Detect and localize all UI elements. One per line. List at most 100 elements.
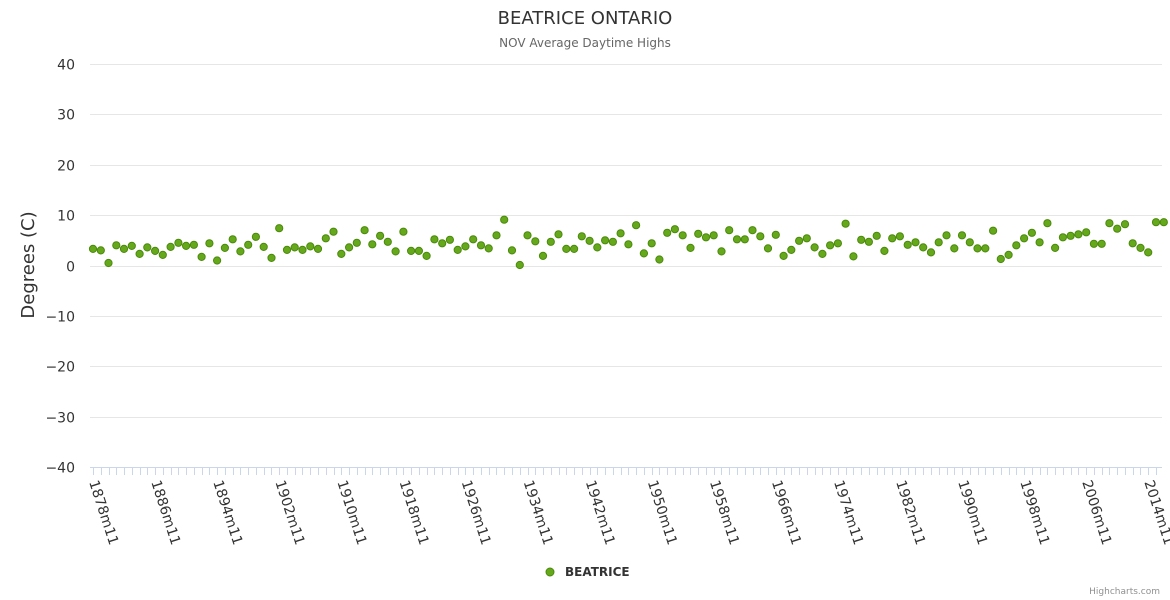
data-point[interactable]: [833, 239, 843, 248]
data-point[interactable]: [919, 243, 928, 252]
data-point[interactable]: [880, 246, 889, 255]
data-point[interactable]: [888, 234, 897, 243]
data-point[interactable]: [957, 231, 967, 240]
data-point[interactable]: [841, 219, 850, 228]
data-point[interactable]: [275, 224, 284, 233]
data-point[interactable]: [826, 241, 835, 250]
data-point[interactable]: [748, 226, 757, 235]
data-point[interactable]: [942, 231, 951, 240]
data-point[interactable]: [1066, 231, 1075, 240]
data-point[interactable]: [546, 237, 555, 246]
data-point[interactable]: [647, 239, 656, 248]
data-point[interactable]: [678, 231, 687, 240]
data-point[interactable]: [756, 232, 765, 241]
data-point[interactable]: [321, 234, 330, 243]
legend-label[interactable]: BEATRICE: [565, 565, 630, 579]
data-point[interactable]: [950, 244, 959, 253]
data-point[interactable]: [608, 237, 618, 246]
data-point[interactable]: [236, 247, 245, 256]
data-point[interactable]: [554, 230, 563, 239]
data-point[interactable]: [220, 243, 229, 252]
data-point[interactable]: [282, 245, 292, 254]
data-point[interactable]: [1082, 228, 1091, 237]
data-point[interactable]: [189, 240, 198, 249]
data-point[interactable]: [376, 231, 385, 240]
data-point[interactable]: [1020, 234, 1029, 243]
data-point[interactable]: [96, 246, 105, 255]
data-point[interactable]: [857, 235, 866, 244]
data-point[interactable]: [926, 248, 936, 257]
data-point[interactable]: [1058, 233, 1068, 242]
data-point[interactable]: [686, 243, 695, 252]
data-point[interactable]: [1043, 219, 1052, 228]
data-point[interactable]: [895, 232, 905, 241]
data-point[interactable]: [127, 241, 136, 250]
data-point[interactable]: [267, 253, 276, 262]
data-point[interactable]: [166, 242, 175, 251]
data-point[interactable]: [1105, 219, 1114, 228]
data-point[interactable]: [732, 235, 742, 244]
data-point[interactable]: [989, 226, 998, 235]
data-point[interactable]: [663, 228, 672, 237]
data-point[interactable]: [88, 244, 98, 253]
data-point[interactable]: [771, 230, 780, 239]
data-point[interactable]: [996, 254, 1005, 264]
data-point[interactable]: [717, 247, 726, 256]
data-point[interactable]: [290, 243, 299, 252]
data-point[interactable]: [112, 241, 121, 250]
data-point[interactable]: [531, 237, 540, 246]
data-point[interactable]: [391, 247, 400, 256]
data-point[interactable]: [1027, 228, 1037, 237]
data-point[interactable]: [158, 250, 167, 259]
data-point[interactable]: [259, 242, 268, 251]
data-point[interactable]: [500, 215, 509, 224]
data-point[interactable]: [1159, 218, 1168, 227]
data-point[interactable]: [143, 243, 152, 252]
data-point[interactable]: [476, 241, 486, 250]
data-point[interactable]: [205, 239, 214, 248]
data-point[interactable]: [104, 258, 113, 268]
data-point[interactable]: [492, 231, 501, 240]
data-point[interactable]: [383, 237, 392, 246]
data-point[interactable]: [438, 239, 447, 248]
data-point[interactable]: [360, 226, 369, 235]
data-point[interactable]: [430, 235, 439, 244]
data-point[interactable]: [577, 232, 586, 241]
data-point[interactable]: [213, 256, 222, 265]
legend[interactable]: BEATRICE: [545, 565, 630, 579]
data-point[interactable]: [119, 244, 129, 253]
data-point[interactable]: [1136, 243, 1145, 252]
data-point[interactable]: [795, 236, 804, 245]
data-point[interactable]: [694, 229, 703, 238]
data-point[interactable]: [570, 244, 579, 253]
data-point[interactable]: [461, 242, 470, 251]
data-point[interactable]: [414, 246, 423, 255]
data-point[interactable]: [973, 244, 982, 253]
data-point[interactable]: [670, 225, 680, 234]
data-point[interactable]: [1097, 239, 1106, 248]
data-point[interactable]: [1144, 248, 1153, 257]
data-point[interactable]: [306, 242, 315, 251]
data-point[interactable]: [329, 227, 338, 236]
data-point[interactable]: [624, 240, 633, 249]
data-point[interactable]: [538, 251, 548, 260]
data-point[interactable]: [313, 244, 323, 253]
data-point[interactable]: [701, 233, 711, 242]
data-point[interactable]: [507, 246, 517, 255]
data-point[interactable]: [616, 229, 625, 238]
data-point[interactable]: [1089, 239, 1099, 248]
data-point[interactable]: [251, 232, 260, 241]
data-point[interactable]: [407, 246, 416, 255]
data-point[interactable]: [1004, 250, 1013, 259]
data-point[interactable]: [422, 251, 431, 260]
data-point[interactable]: [818, 249, 827, 258]
data-point[interactable]: [515, 260, 524, 270]
data-point[interactable]: [244, 240, 253, 249]
data-point[interactable]: [1074, 230, 1083, 239]
data-point[interactable]: [484, 244, 493, 253]
data-point[interactable]: [135, 249, 144, 258]
legend-marker[interactable]: [545, 567, 555, 577]
data-point[interactable]: [655, 255, 664, 264]
data-point[interactable]: [639, 249, 649, 258]
data-point[interactable]: [445, 235, 454, 244]
